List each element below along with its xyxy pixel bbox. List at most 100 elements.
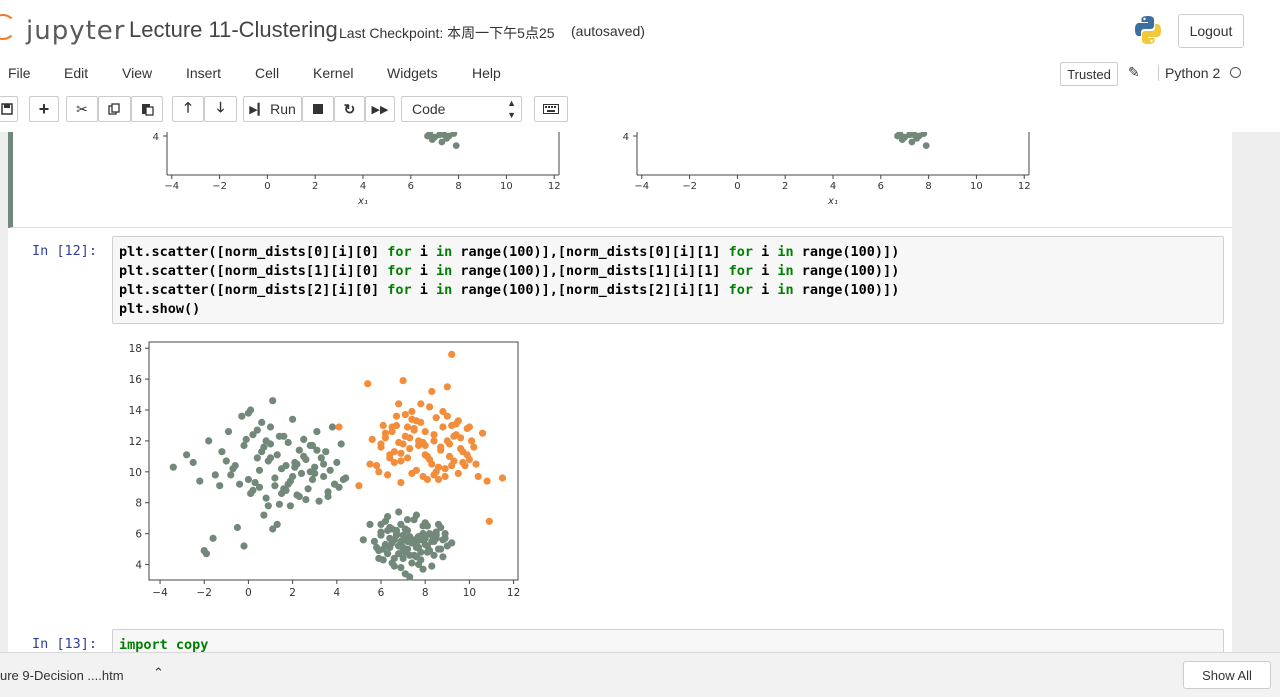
scatter-point	[282, 462, 290, 470]
scatter-point	[448, 539, 456, 547]
run-cell-button[interactable]: ▶▎ Run	[243, 96, 302, 122]
scatter-point	[439, 536, 447, 544]
scatter-point	[445, 452, 454, 460]
chevron-up-icon[interactable]: ⌃	[153, 665, 164, 680]
code-line: plt.show()	[119, 301, 201, 317]
interrupt-kernel-button[interactable]	[302, 96, 334, 122]
scatter-point	[317, 454, 325, 462]
code-keyword: in	[436, 282, 453, 298]
scatter-point	[397, 449, 405, 457]
menu-kernel[interactable]: Kernel	[313, 65, 354, 81]
logout-button[interactable]: Logout	[1178, 14, 1244, 48]
cut-cells-button[interactable]: ✂	[66, 96, 98, 122]
command-palette-button[interactable]	[534, 96, 568, 122]
scatter-point	[401, 411, 409, 419]
code-keyword: in	[436, 244, 453, 260]
scatter-point	[366, 460, 374, 468]
menu-edit[interactable]: Edit	[64, 65, 89, 81]
paste-cells-button[interactable]	[131, 96, 163, 122]
scatter-point	[379, 421, 387, 430]
x-tick-label: 10	[500, 181, 513, 192]
scatter-point	[355, 482, 363, 490]
scatter-point	[271, 474, 279, 482]
plus-icon: +	[38, 98, 50, 119]
restart-kernel-button[interactable]: ↻	[334, 96, 365, 122]
arrow-up-icon: 🡑	[184, 99, 192, 115]
x-tick-label: 12	[507, 587, 520, 599]
scatter-point	[335, 423, 343, 431]
scatter-point	[381, 434, 389, 442]
scatter-point	[322, 448, 330, 456]
move-cell-up-button[interactable]: 🡑	[172, 96, 204, 122]
notebook-title[interactable]: Lecture 11-Clustering	[129, 17, 338, 42]
menu-help[interactable]: Help	[472, 65, 501, 81]
scatter-point	[255, 466, 264, 474]
save-button[interactable]	[0, 96, 18, 122]
restart-run-all-button[interactable]: ▶▶	[365, 96, 395, 122]
scatter-point	[390, 536, 398, 544]
cell-12-code-editor[interactable]: plt.scatter([norm_dists[0][i][0] for i i…	[112, 236, 1224, 324]
scatter-point	[320, 460, 328, 468]
y-tick-label: 4	[135, 560, 142, 572]
scatter-point	[403, 423, 412, 431]
scatter-point	[364, 380, 372, 388]
scatter-point	[408, 469, 416, 477]
x-tick-label: −2	[196, 587, 211, 599]
previous-output-cell[interactable]: 4 −4 −2 0 2 4 6 8 10 12 x₁ 4 −4 −2 0 2 4 6 8 10 12 x₁	[8, 132, 1232, 228]
move-cell-down-button[interactable]: 🡓	[204, 96, 237, 122]
kernel-name: Python 2	[1158, 65, 1220, 81]
cell-13-prompt: In [13]:	[32, 636, 98, 652]
scatter-point	[472, 460, 480, 468]
pencil-icon[interactable]: ✎	[1128, 64, 1140, 80]
copy-cells-button[interactable]	[98, 96, 131, 122]
scatter-point	[437, 545, 445, 553]
insert-cell-button[interactable]: +	[29, 96, 59, 122]
scatter-point	[441, 530, 449, 538]
scatter-point	[300, 435, 308, 443]
scatter-point	[253, 454, 261, 462]
menu-cell[interactable]: Cell	[255, 65, 280, 81]
x-axis-label: x₁	[827, 196, 838, 207]
scatter-point	[390, 448, 398, 456]
scatter-point	[284, 480, 292, 488]
scatter-point	[266, 423, 275, 431]
menu-file[interactable]: File	[8, 65, 31, 81]
menu-widgets[interactable]: Widgets	[387, 65, 438, 81]
code-line: plt.scatter([norm_dists[0][i][0] for i i…	[119, 244, 900, 260]
show-all-button[interactable]: Show All	[1183, 661, 1271, 689]
scatter-point	[403, 516, 412, 524]
download-item-filename[interactable]: ure 9-Decision ....htm	[0, 668, 124, 683]
scatter-point	[896, 132, 904, 137]
cell-13-code-editor[interactable]: import copy	[112, 629, 1224, 652]
x-tick-label: 8	[455, 181, 461, 192]
scatter-point	[439, 423, 447, 431]
x-tick-label: 2	[312, 181, 318, 192]
code-keyword: for	[728, 244, 753, 260]
scatter-point	[457, 445, 465, 453]
scatter-point	[384, 526, 392, 535]
scatter-point	[284, 438, 292, 447]
scatter-point	[454, 469, 462, 477]
scatter-point	[408, 559, 416, 567]
scatter-point	[218, 448, 226, 456]
scatter-point	[302, 496, 310, 504]
scatter-point	[406, 573, 414, 581]
code-keyword: in	[436, 263, 453, 279]
scatter-point	[395, 400, 403, 408]
scatter-point	[258, 418, 266, 426]
trusted-indicator[interactable]: Trusted	[1060, 62, 1118, 86]
download-bar: ure 9-Decision ....htm ⌃ Show All	[0, 652, 1280, 697]
scatter-point	[443, 412, 451, 420]
y-tick-label: 4	[153, 132, 159, 143]
cell-type-select[interactable]: Code ▲ ▼	[401, 96, 522, 122]
menu-view[interactable]: View	[122, 65, 153, 81]
y-tick-label: 14	[129, 405, 143, 417]
scatter-point	[266, 440, 275, 448]
scatter-point	[227, 471, 235, 479]
jupyter-logo-icon[interactable]	[0, 14, 16, 40]
menu-insert[interactable]: Insert	[186, 65, 222, 81]
jupyter-logo-text[interactable]: jupyter	[26, 16, 126, 46]
scatter-point	[395, 550, 403, 558]
x-tick-label: −4	[634, 181, 649, 192]
scatter-point	[297, 469, 306, 477]
